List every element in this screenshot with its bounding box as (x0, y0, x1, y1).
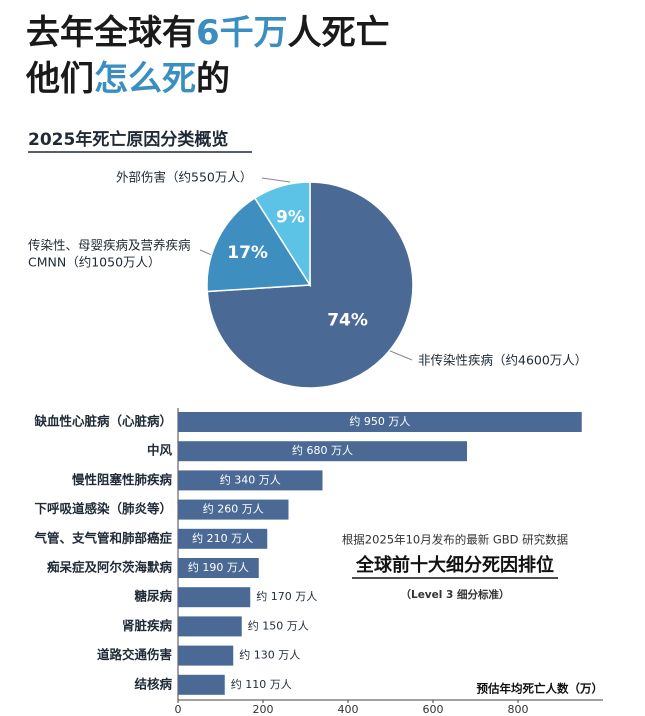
pie-slice (206, 196, 312, 293)
bar-value-label: 约 340 万人 (220, 473, 281, 486)
category-label: 缺血性心脏病（心脏病） (34, 414, 172, 429)
bar (178, 412, 582, 432)
bar (178, 587, 251, 608)
bar (178, 645, 234, 666)
bar-value-label: 约 260 万人 (203, 503, 264, 516)
category-label: 结核病 (134, 676, 172, 691)
bar (178, 499, 289, 520)
category-label: 痴呆症及阿尔茨海默病 (47, 560, 173, 575)
headline-part: 人死亡 (288, 13, 390, 53)
bar-value-label: 约 950 万人 (349, 415, 410, 428)
bar (178, 558, 259, 578)
bar-value-label: 约 210 万人 (192, 532, 253, 545)
x-tick-label: 400 (338, 703, 359, 716)
headline-part: 的 (196, 59, 230, 99)
bar-value-label: 约 680 万人 (292, 444, 353, 457)
x-tick-label: 200 (253, 703, 274, 716)
category-label: 慢性阻塞性肺疾病 (72, 472, 173, 487)
pie-category-label: 传染性、母婴疾病及营养疾病 (28, 238, 191, 253)
headline-line2: 他们怎么死的 (25, 59, 230, 99)
headline-part: 他们 (25, 59, 94, 99)
headline-highlight: 怎么死 (94, 59, 196, 99)
bar-value-label: 约 170 万人 (256, 590, 317, 603)
bar-value-label: 约 150 万人 (248, 619, 309, 632)
x-tick-label: 0 (175, 703, 182, 716)
x-tick-label: 600 (423, 703, 444, 716)
bar-value-label: 约 130 万人 (239, 649, 300, 662)
category-label: 肾脏疾病 (122, 618, 173, 633)
pie-category-label: 非传染性疾病（约4600万人） (418, 353, 587, 368)
bar (178, 528, 268, 549)
headline-highlight: 6千万 (196, 13, 288, 53)
bar-value-label: 约 110 万人 (231, 678, 292, 691)
category-label: 道路交通伤害 (97, 647, 172, 662)
headline-line1: 去年全球有6千万人死亡 (26, 13, 390, 53)
bar (178, 674, 225, 695)
annotation-title: 全球前十大细分死因排位 (355, 554, 554, 576)
pie-category-label: 外部伤害（约550万人） (116, 170, 252, 185)
category-label: 气管、支气管和肺部癌症 (33, 530, 172, 545)
bar (178, 441, 467, 462)
pie-value-label: 74% (327, 310, 368, 330)
category-label: 中风 (147, 443, 173, 458)
category-label: 糖尿病 (134, 589, 172, 604)
pie-value-label: 9% (276, 208, 305, 228)
category-label: 下呼吸道感染（肺炎等） (34, 501, 172, 516)
bar (178, 470, 323, 491)
leader-line (261, 177, 291, 183)
pie-slice (253, 181, 311, 288)
pie-category-label: CMNN（约1050万人） (28, 255, 161, 270)
pie-value-label: 17% (227, 243, 268, 263)
annotation: （Level 3 细分标准） (401, 588, 510, 601)
x-tick-label: 800 (508, 703, 529, 716)
bar-value-label: 约 190 万人 (188, 561, 249, 574)
bar (178, 616, 242, 637)
x-axis-label: 预估年均死亡人数（万） (477, 682, 604, 696)
headline-part: 去年全球有 (26, 13, 196, 53)
pie-title: 2025年死亡原因分类概览 (28, 129, 228, 150)
annotation: 根据2025年10月发布的最新 GBD 研究数据 (342, 533, 569, 547)
